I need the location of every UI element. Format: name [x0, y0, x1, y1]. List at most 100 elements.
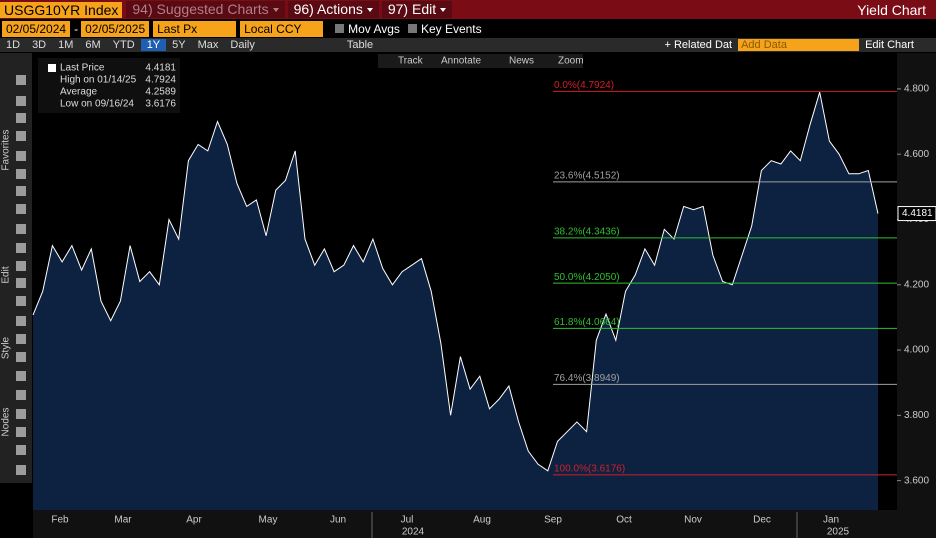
tool-icon: [16, 445, 26, 455]
period-button[interactable]: 1Y: [140, 39, 167, 51]
side-label: Favorites: [1, 129, 12, 170]
fib-label: 100.0%(3.6176): [554, 464, 625, 475]
legend-label: Last Price: [60, 63, 105, 74]
title-bar: USGG10YR Index 94) Suggested Charts 96) …: [0, 0, 936, 19]
fib-label: 50.0%(4.2050): [554, 272, 620, 283]
tool-icon: [16, 131, 26, 141]
tool-icon: [16, 224, 26, 234]
annotation-tool: News: [509, 56, 534, 67]
annotation-tool: Zoom: [558, 56, 584, 67]
side-label: Style: [1, 336, 12, 359]
x-tick-label: Nov: [684, 515, 702, 526]
last-value-tag: [897, 206, 936, 222]
tool-icon: [16, 409, 26, 419]
fib-label: 23.6%(4.5152): [554, 171, 620, 182]
year-label: 2025: [827, 527, 850, 538]
period-button[interactable]: 5Y: [172, 39, 186, 51]
side-label: Nodes: [1, 408, 12, 437]
legend-label: Low on 09/16/24: [60, 99, 134, 110]
legend-label: High on 01/14/25: [60, 75, 137, 86]
tool-icon: [16, 261, 26, 271]
menu-label: 94) Suggested Charts: [132, 1, 269, 17]
tool-icon: [16, 75, 26, 85]
tool-icon: [16, 316, 26, 326]
currency-select[interactable]: Local CCY: [240, 20, 324, 37]
start-date[interactable]: 02/05/2024: [2, 20, 71, 37]
chart: Favorites Edit Style Nodes Track Annotate News…: [0, 53, 936, 538]
tool-icon: [16, 371, 26, 381]
period-bar: 1D 3D 1M 6M YTD 1Y 5Y Max Daily Table + Related…: [0, 38, 936, 52]
period-button[interactable]: 1D: [6, 39, 21, 51]
x-tick-label: Jul: [401, 515, 414, 526]
x-tick-label: Sep: [544, 515, 562, 526]
tool-icon: [16, 186, 26, 196]
menu-label: 96) Actions: [293, 1, 363, 17]
x-tick-label: Dec: [753, 515, 771, 526]
y-tick-label: 3.600: [904, 475, 929, 486]
legend-label: Average: [60, 87, 98, 98]
period-button[interactable]: 6M: [85, 39, 101, 51]
toggle[interactable]: Mov Avgs: [348, 21, 400, 36]
tool-icon: [16, 352, 26, 362]
x-axis-band: [33, 510, 897, 538]
legend-value: 4.2589: [145, 87, 176, 98]
period-button[interactable]: 3D: [32, 39, 47, 51]
x-tick-label: Oct: [616, 515, 632, 526]
legend-value: 4.7924: [145, 75, 176, 86]
related-data[interactable]: + Related Dat: [664, 39, 733, 51]
menu[interactable]: 97) Edit: [381, 1, 453, 18]
year-label: 2024: [402, 527, 425, 538]
legend-value: 3.6176: [145, 99, 176, 110]
settings-bar: 02/05/2024 - 02/05/2025 Last Px Local CC…: [0, 20, 936, 37]
y-tick-label: 4.000: [904, 345, 929, 356]
tool-icon: [16, 334, 26, 344]
field-select[interactable]: Last Px: [153, 20, 237, 37]
x-tick-label: Jun: [330, 515, 346, 526]
y-tick-label: 4.800: [904, 84, 929, 95]
add-data-input[interactable]: Add Data: [738, 39, 860, 51]
last-value-label: 4.4181: [902, 208, 933, 219]
x-tick-label: Aug: [473, 515, 491, 526]
legend-swatch: [48, 64, 56, 72]
period-buttons: 1D 3D 1M 6M YTD 1Y 5Y Max: [0, 39, 224, 51]
tool-icon: [16, 113, 26, 123]
tool-icon: [16, 296, 26, 306]
annotation-tool: Track: [398, 56, 424, 67]
period-button[interactable]: 1M: [58, 39, 74, 51]
ticker-field[interactable]: USGG10YR Index: [0, 1, 123, 18]
end-date[interactable]: 02/05/2025: [81, 20, 150, 37]
table-button[interactable]: Table: [346, 39, 374, 51]
annotation-bar: [378, 54, 583, 68]
y-tick-label: 3.800: [904, 410, 929, 421]
tool-icon: [16, 151, 26, 161]
period-button[interactable]: Max: [197, 39, 219, 51]
y-axis-band: [897, 53, 936, 538]
tool-icon: [16, 390, 26, 400]
legend-value: 4.4181: [145, 63, 176, 74]
tool-icon: [16, 169, 26, 179]
tool-icon: [16, 243, 26, 253]
x-tick-label: Jan: [823, 515, 839, 526]
fib-label: 38.2%(4.3436): [554, 227, 620, 238]
menu[interactable]: 94) Suggested Charts: [126, 1, 285, 18]
legend-box: [38, 58, 180, 113]
tool-icon: [16, 96, 26, 106]
annotation-tool: Annotate: [441, 56, 481, 67]
menu-label: 97) Edit: [387, 1, 437, 17]
toggle[interactable]: Key Events: [420, 21, 482, 36]
y-tick-label: 4.600: [904, 149, 929, 160]
x-tick-label: May: [259, 515, 278, 526]
edit-chart[interactable]: Edit Chart: [865, 39, 914, 51]
line: [32, 92, 879, 472]
x-tick-label: Apr: [186, 515, 202, 526]
period-button[interactable]: YTD: [112, 39, 135, 51]
fib-label: 0.0%(4.7924): [554, 80, 614, 91]
tool-icon: [16, 204, 26, 214]
menu[interactable]: 96) Actions: [287, 1, 379, 18]
x-tick-label: Feb: [51, 515, 69, 526]
fib-label: 61.8%(4.0664): [554, 317, 620, 328]
frequency-select[interactable]: Daily: [230, 39, 255, 51]
side-label: Edit: [1, 266, 12, 283]
fib-label: 76.4%(3.8949): [554, 373, 620, 384]
